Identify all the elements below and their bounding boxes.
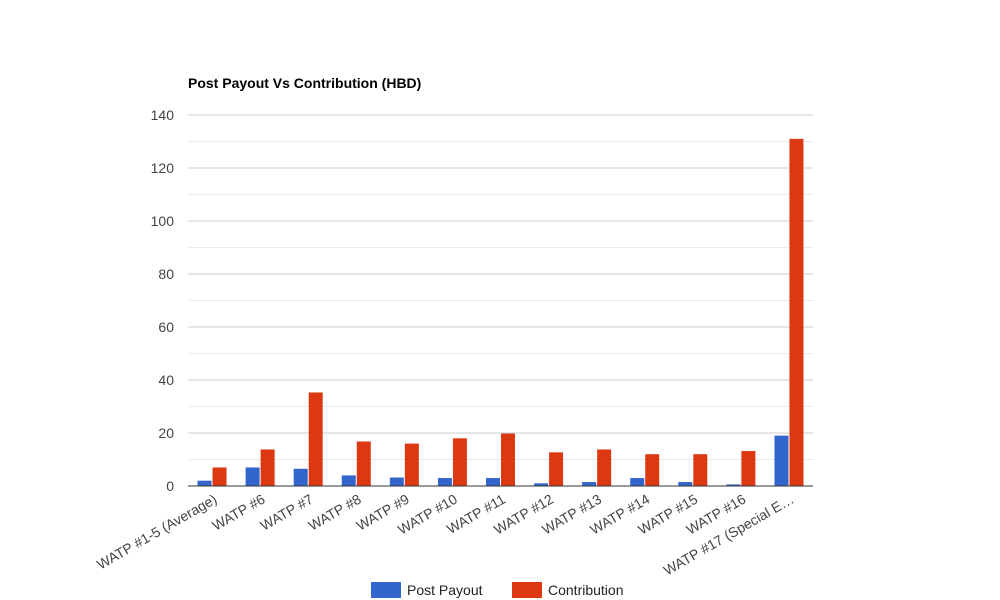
bar-contribution[interactable] <box>693 454 708 486</box>
legend-label: Post Payout <box>407 582 483 598</box>
bar-contribution[interactable] <box>645 454 660 486</box>
bar-contribution[interactable] <box>789 138 804 486</box>
y-tick-label: 80 <box>158 266 174 282</box>
y-tick-label: 60 <box>158 319 174 335</box>
bar-post-payout[interactable] <box>245 467 260 486</box>
bar-contribution[interactable] <box>501 433 515 486</box>
bar-contribution[interactable] <box>404 443 419 486</box>
bars <box>197 138 804 486</box>
y-tick-label: 20 <box>158 425 174 441</box>
bar-post-payout[interactable] <box>486 478 500 486</box>
legend-swatch <box>512 582 542 598</box>
x-tick-label: WATP #1-5 (Average) <box>94 491 219 573</box>
bar-post-payout[interactable] <box>582 482 597 486</box>
bar-post-payout[interactable] <box>389 477 404 486</box>
bar-post-payout[interactable] <box>534 483 549 486</box>
x-tick-label: WATP #7 <box>257 491 315 534</box>
chart-title: Post Payout Vs Contribution (HBD) <box>188 75 421 91</box>
bar-contribution[interactable] <box>356 441 371 486</box>
y-tick-label: 140 <box>151 107 175 123</box>
bar-contribution[interactable] <box>741 451 756 486</box>
bar-post-payout[interactable] <box>293 468 308 486</box>
legend-item-contribution[interactable]: Contribution <box>512 582 624 598</box>
y-tick-label: 40 <box>158 372 174 388</box>
y-tick-label: 100 <box>151 213 175 229</box>
bar-post-payout[interactable] <box>774 435 789 486</box>
bar-post-payout[interactable] <box>437 478 452 486</box>
y-tick-label: 120 <box>151 160 175 176</box>
legend-label: Contribution <box>548 582 624 598</box>
y-axis-ticks: 0 20 40 60 80 100 120 140 <box>151 107 175 494</box>
bar-contribution[interactable] <box>308 392 323 486</box>
bar-contribution[interactable] <box>597 449 612 486</box>
legend[interactable]: Post Payout Contribution <box>371 582 624 598</box>
bar-post-payout[interactable] <box>726 484 741 486</box>
bar-contribution[interactable] <box>260 449 275 486</box>
bar-post-payout[interactable] <box>630 478 645 486</box>
bar-contribution[interactable] <box>212 467 227 486</box>
bar-post-payout[interactable] <box>678 482 693 486</box>
gridlines <box>188 114 813 460</box>
legend-item-post-payout[interactable]: Post Payout <box>371 582 483 598</box>
x-tick-label: WATP #6 <box>209 491 267 534</box>
y-tick-label: 0 <box>166 478 174 494</box>
x-tick-label: WATP #8 <box>305 491 363 534</box>
bar-contribution[interactable] <box>452 438 467 486</box>
bar-post-payout[interactable] <box>341 475 356 486</box>
bar-post-payout[interactable] <box>197 480 212 486</box>
bar-contribution[interactable] <box>549 452 564 486</box>
legend-swatch <box>371 582 401 598</box>
